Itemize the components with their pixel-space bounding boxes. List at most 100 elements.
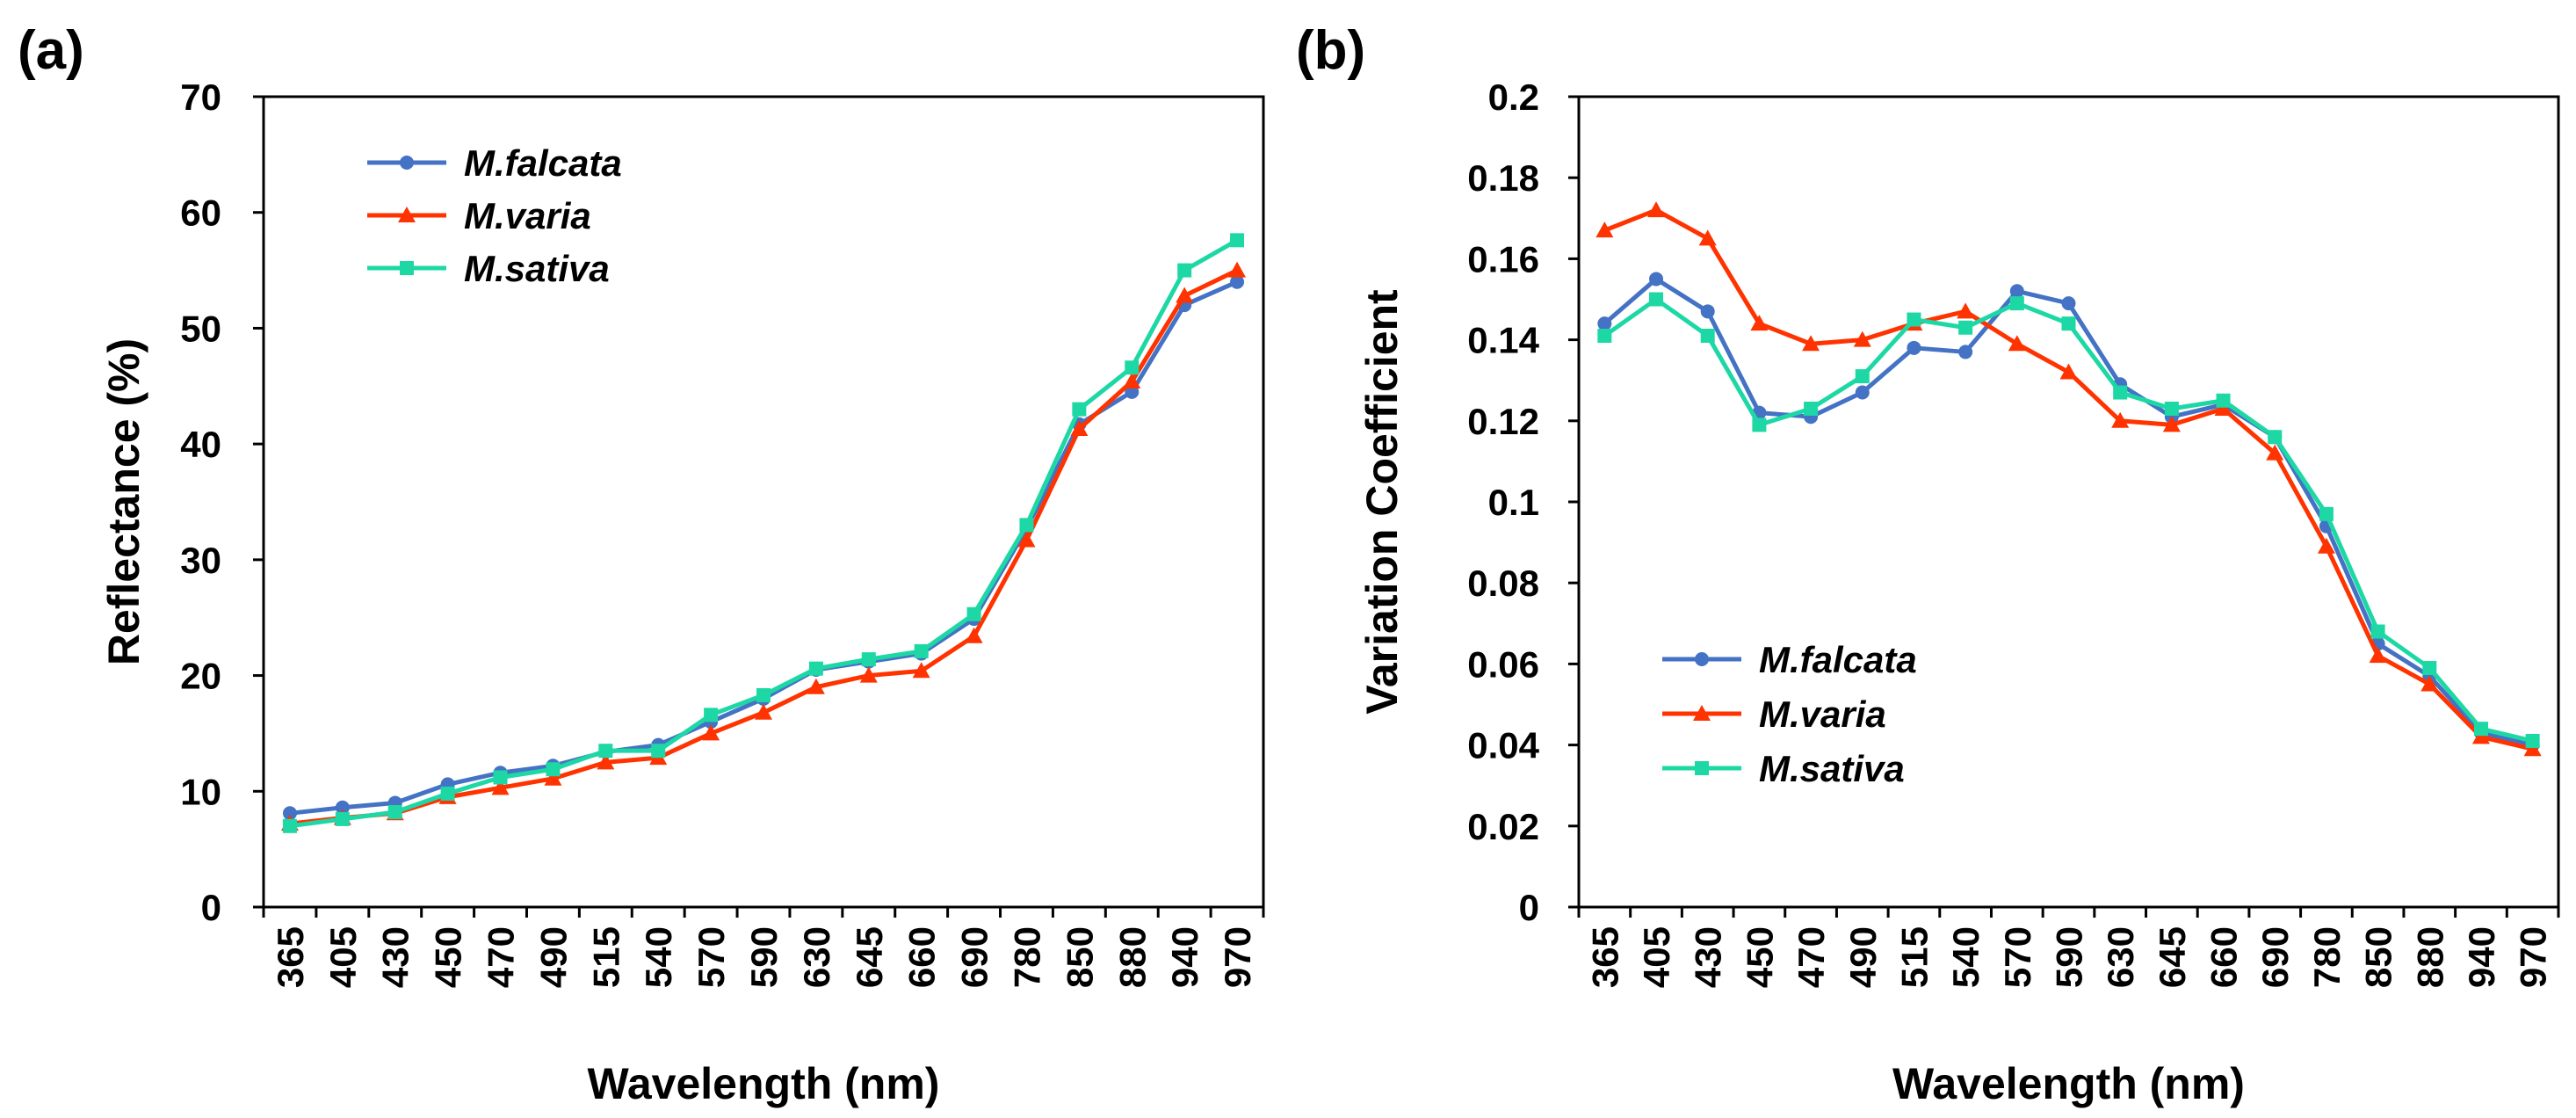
data-point xyxy=(1958,320,1973,335)
data-point xyxy=(491,779,510,795)
x-tick-label: 970 xyxy=(1217,926,1258,988)
legend-item: M.sativa xyxy=(367,248,610,289)
data-point xyxy=(2164,401,2179,416)
data-point xyxy=(1123,373,1141,389)
data-point xyxy=(2319,506,2334,521)
x-tick-label: 430 xyxy=(375,926,416,988)
x-tick-label: 690 xyxy=(2254,926,2296,988)
data-point xyxy=(1957,302,1975,319)
data-point xyxy=(2523,740,2542,757)
legend: M.falcata M.varia M.sativa xyxy=(367,142,622,289)
panel-label: (a) xyxy=(18,20,84,81)
data-point xyxy=(1596,221,1614,238)
x-tick-label: 470 xyxy=(1791,926,1832,988)
data-point xyxy=(1647,201,1666,218)
data-point xyxy=(1228,261,1247,278)
x-tick-label: 540 xyxy=(638,926,679,988)
data-point xyxy=(1230,233,1245,248)
data-point xyxy=(807,678,825,694)
data-point xyxy=(1700,328,1715,343)
legend-marker xyxy=(1695,761,1709,775)
x-tick-label: 490 xyxy=(1842,926,1884,988)
x-tick-label: 570 xyxy=(1997,926,2038,988)
data-point xyxy=(2008,335,2026,352)
x-tick-label: 645 xyxy=(849,926,890,988)
legend: M.falcata M.varia M.sativa xyxy=(1662,639,1917,789)
x-tick-label: 540 xyxy=(1945,926,1986,988)
x-tick-label: 850 xyxy=(2358,926,2399,988)
y-tick-label: 0.12 xyxy=(1467,401,1539,442)
series-m-falcata xyxy=(282,274,1245,821)
data-point xyxy=(859,666,878,683)
series-line xyxy=(289,238,1239,829)
data-point xyxy=(1230,274,1245,289)
legend-item: M.falcata xyxy=(367,142,622,184)
legend-marker xyxy=(400,156,414,170)
x-tick-label: 405 xyxy=(322,926,364,988)
data-point xyxy=(282,806,297,821)
panel-label: (b) xyxy=(1296,20,1365,81)
x-tick-label: 880 xyxy=(2409,926,2450,988)
series-m-falcata xyxy=(1597,272,2540,752)
plot-frame xyxy=(1577,95,2560,909)
plot-frame xyxy=(262,95,1265,909)
x-tick-label: 660 xyxy=(901,926,943,988)
legend-item: M.varia xyxy=(1662,693,1886,735)
data-point xyxy=(1597,316,1612,331)
data-point xyxy=(861,652,876,667)
x-tick-label: 630 xyxy=(796,926,837,988)
y-tick-label: 0 xyxy=(1519,887,1539,928)
x-tick-label: 940 xyxy=(1164,926,1205,988)
data-point xyxy=(440,786,455,801)
x-tick-label: 850 xyxy=(1059,926,1100,988)
legend-item: M.falcata xyxy=(1662,639,1917,680)
data-point xyxy=(1597,328,1612,343)
data-point xyxy=(912,662,930,679)
data-point xyxy=(2214,399,2232,416)
data-point xyxy=(651,744,666,759)
data-point xyxy=(702,724,720,741)
y-tick-label: 0.16 xyxy=(1467,238,1539,280)
legend-marker xyxy=(398,207,416,222)
data-point xyxy=(756,687,771,702)
data-point xyxy=(1019,518,1034,533)
data-point xyxy=(2113,385,2128,400)
data-point xyxy=(2370,624,2385,639)
data-point xyxy=(546,762,561,777)
data-point xyxy=(597,753,615,770)
x-tick-label: 970 xyxy=(2513,926,2554,988)
y-tick-label: 0.02 xyxy=(1467,806,1539,847)
y-tick-label: 0.2 xyxy=(1488,76,1539,118)
data-point xyxy=(282,818,297,833)
data-point xyxy=(704,708,719,722)
data-point xyxy=(544,769,562,786)
y-tick-label: 10 xyxy=(180,771,221,812)
data-point xyxy=(1855,385,1870,400)
data-point xyxy=(966,606,981,621)
data-point xyxy=(1750,315,1769,331)
data-point xyxy=(1958,345,1973,359)
y-tick-label: 0.04 xyxy=(1467,725,1539,766)
data-point xyxy=(755,703,772,720)
x-tick-label: 515 xyxy=(1893,926,1935,988)
data-point xyxy=(1649,272,1664,287)
data-point xyxy=(1177,263,1192,278)
x-tick-label: 630 xyxy=(2100,926,2141,988)
x-tick-label: 690 xyxy=(954,926,995,988)
series-line xyxy=(289,280,1239,816)
y-tick-label: 0.06 xyxy=(1467,643,1539,685)
data-point xyxy=(2420,675,2439,692)
data-point xyxy=(965,627,983,643)
data-point xyxy=(1752,417,1767,432)
series-m-sativa xyxy=(282,233,1245,833)
data-point xyxy=(2268,430,2283,445)
data-point xyxy=(1017,531,1036,548)
x-tick-label: 780 xyxy=(1006,926,1047,988)
x-axis-title: Wavelength (nm) xyxy=(1892,1059,2245,1108)
data-point xyxy=(1698,229,1717,246)
data-point xyxy=(2473,722,2488,737)
x-axis-title: Wavelength (nm) xyxy=(588,1059,940,1108)
data-point xyxy=(1176,287,1194,303)
legend-label: M.falcata xyxy=(1759,639,1917,680)
series-line xyxy=(1603,207,2534,751)
